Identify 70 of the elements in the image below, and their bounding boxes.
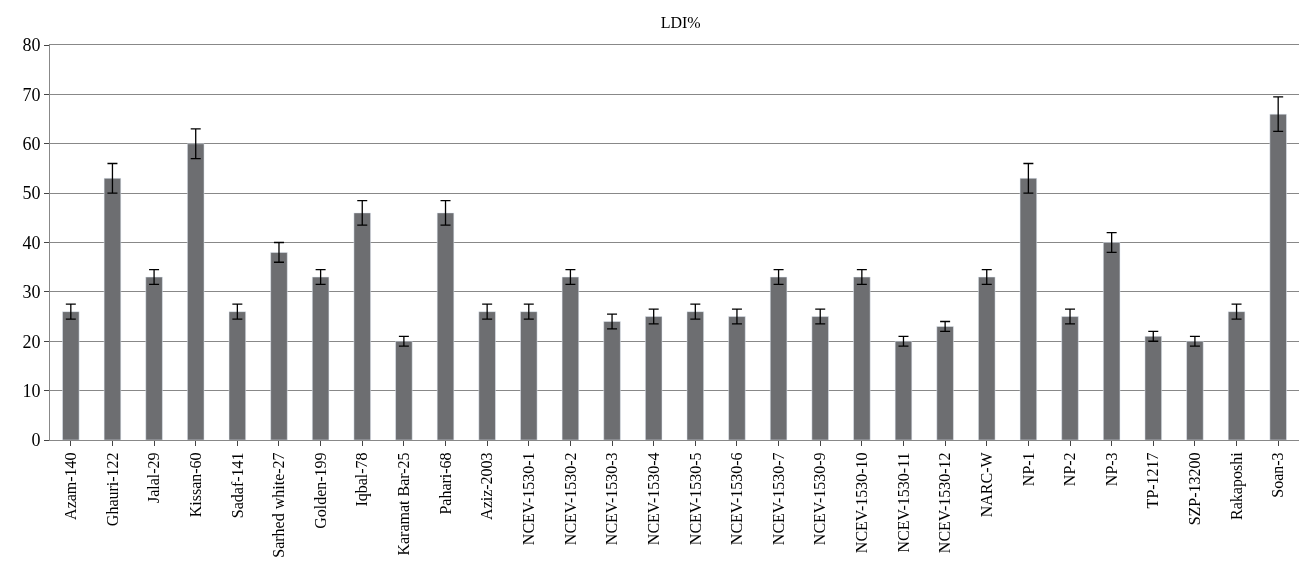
bar xyxy=(520,311,538,440)
bar xyxy=(1144,336,1162,440)
x-tick-label: Jalal-29 xyxy=(145,452,163,504)
x-tick-label: SZP-13200 xyxy=(1186,452,1204,526)
bar xyxy=(811,316,829,440)
bar xyxy=(853,276,871,440)
x-tick-label: NCEV-1530-7 xyxy=(769,452,787,546)
bar xyxy=(770,276,788,440)
bar xyxy=(270,252,288,440)
x-tick-label: NP-3 xyxy=(1102,452,1120,487)
bar xyxy=(228,311,246,440)
x-tick-label: Sarhed white-27 xyxy=(270,452,288,558)
y-tick-label: 40 xyxy=(22,232,41,253)
x-tick-label: TP-1217 xyxy=(1144,452,1162,509)
bar xyxy=(936,326,954,440)
bar xyxy=(62,311,80,440)
bar xyxy=(645,316,663,440)
bar xyxy=(1103,242,1121,440)
x-tick-label: Sadaf-141 xyxy=(228,452,246,519)
x-tick-label: Ghauri-122 xyxy=(103,452,121,527)
bar xyxy=(1186,341,1204,440)
y-tick-label: 50 xyxy=(22,183,41,204)
y-tick-label: 80 xyxy=(22,35,41,56)
x-tick-label: Soan-3 xyxy=(1269,452,1287,498)
y-tick-label: 10 xyxy=(22,380,41,401)
x-tick-label: Karamat Bar-25 xyxy=(395,452,413,556)
bar xyxy=(728,316,746,440)
x-tick-label: NP-1 xyxy=(1019,452,1037,487)
x-tick-label: Kissan-60 xyxy=(186,452,204,518)
x-tick-label: Aziz-2003 xyxy=(478,452,496,520)
bar xyxy=(1227,311,1246,440)
chart-title: LDI% xyxy=(660,14,701,32)
x-tick-label: NCEV-1530-4 xyxy=(644,452,662,546)
bar xyxy=(187,143,205,440)
x-tick-label: Iqbal-78 xyxy=(353,452,372,507)
x-tick-label: NARC-W xyxy=(977,451,995,518)
bar xyxy=(978,276,996,440)
x-tick-label: NCEV-1530-9 xyxy=(811,452,829,546)
x-tick-label: NCEV-1530-11 xyxy=(894,452,912,553)
x-tick-label: Azam-140 xyxy=(62,452,80,520)
y-tick-label: 0 xyxy=(31,430,41,451)
x-tick-label: Golden-199 xyxy=(311,452,329,529)
bar xyxy=(478,311,496,440)
bar xyxy=(103,178,122,440)
x-tick-label: NCEV-1530-12 xyxy=(936,452,954,554)
x-tick-label: NCEV-1530-3 xyxy=(603,452,621,546)
bar xyxy=(686,311,704,440)
x-tick-label: NCEV-1530-6 xyxy=(728,452,746,546)
x-tick-label: NP-2 xyxy=(1061,452,1079,487)
bar xyxy=(561,276,579,440)
bar xyxy=(1061,316,1079,440)
y-tick-label: 70 xyxy=(22,84,41,105)
bar xyxy=(353,212,371,440)
y-tick-label: 20 xyxy=(22,331,41,352)
x-tick-label: NCEV-1530-2 xyxy=(561,452,579,546)
y-tick-label: 30 xyxy=(22,282,41,303)
bar xyxy=(395,341,413,440)
x-tick-label: NCEV-1530-1 xyxy=(519,452,537,546)
y-tick-label: 60 xyxy=(22,134,41,155)
bar xyxy=(436,212,455,440)
bar xyxy=(1019,178,1037,440)
bar xyxy=(894,341,913,440)
x-tick-label: NCEV-1530-10 xyxy=(853,452,871,554)
x-tick-label: Pahari-68 xyxy=(436,452,454,515)
x-tick-label: Rakaposhi xyxy=(1227,451,1246,520)
bar xyxy=(312,276,330,440)
x-tick-label: NCEV-1530-5 xyxy=(686,452,704,546)
bar xyxy=(145,276,163,440)
bar xyxy=(603,321,621,440)
bar xyxy=(1269,113,1287,440)
